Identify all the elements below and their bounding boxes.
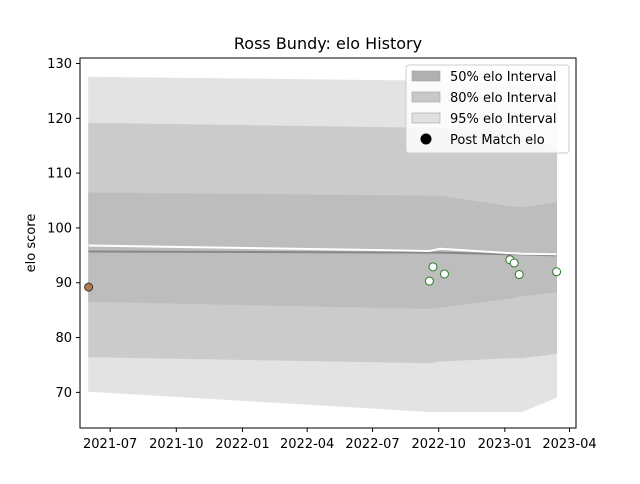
x-tick-label: 2023-04 [542, 437, 596, 452]
post-match-point [514, 270, 524, 280]
post-match-point [428, 262, 438, 272]
x-tick-label: 2022-04 [280, 437, 334, 452]
legend-swatch [411, 91, 441, 103]
y-tick-label: 90 [55, 276, 72, 291]
y-axis-label: elo score [24, 214, 39, 273]
post-match-point [84, 282, 94, 292]
band-50-elo-interval [88, 192, 557, 309]
y-tick-label: 70 [55, 386, 72, 401]
legend-swatch [411, 70, 441, 82]
legend-label: 80% elo Interval [450, 91, 557, 106]
y-tick-label: 110 [47, 167, 72, 182]
x-tick-label: 2022-07 [345, 437, 399, 452]
legend-label: Post Match elo [450, 133, 545, 148]
legend-label: 95% elo Interval [450, 112, 557, 127]
mean-line [88, 244, 557, 256]
y-tick-label: 130 [47, 57, 72, 72]
chart-title: Ross Bundy: elo History [234, 34, 422, 53]
legend-marker [420, 133, 432, 145]
y-tick-label: 80 [55, 331, 72, 346]
x-tick-label: 2022-01 [215, 437, 269, 452]
plot-frame [79, 57, 577, 429]
axes: 2021-07 2021-10 2022-01 2022-04 2022-07 2022-… [47, 57, 597, 452]
post-match-point [552, 267, 562, 277]
x-tick-label: 2022-10 [412, 437, 466, 452]
x-tick-label: 2023-01 [478, 437, 532, 452]
post-match-point [424, 276, 434, 286]
legend: 50% elo Interval 80% elo Interval 95% elo … [405, 64, 570, 154]
y-tick-label: 120 [47, 112, 72, 127]
legend-box [405, 64, 570, 154]
legend-label: 50% elo Interval [450, 70, 557, 85]
legend-swatch [411, 112, 441, 124]
interval-bands [88, 76, 557, 412]
post-match-points [84, 255, 562, 292]
y-tick-label: 100 [47, 221, 72, 236]
post-match-point [439, 269, 449, 279]
x-tick-label: 2021-07 [83, 437, 137, 452]
center-lines [88, 244, 557, 257]
x-tick-label: 2021-10 [149, 437, 203, 452]
post-match-point [509, 258, 519, 268]
